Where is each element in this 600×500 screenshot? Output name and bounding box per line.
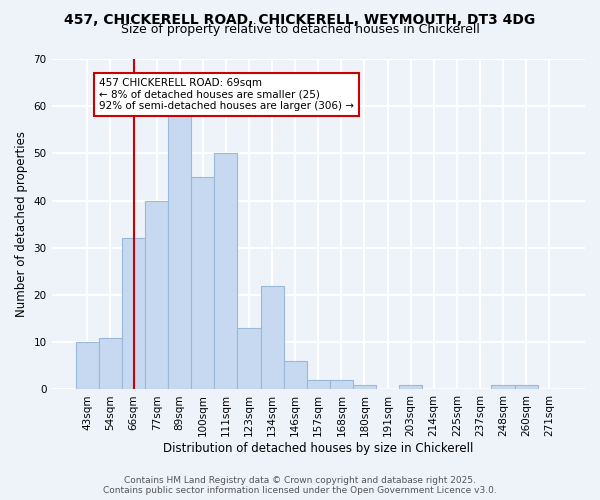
Bar <box>353 384 376 390</box>
Text: Contains HM Land Registry data © Crown copyright and database right 2025.
Contai: Contains HM Land Registry data © Crown c… <box>103 476 497 495</box>
Bar <box>168 116 191 390</box>
Bar <box>515 384 538 390</box>
Bar <box>145 200 168 390</box>
X-axis label: Distribution of detached houses by size in Chickerell: Distribution of detached houses by size … <box>163 442 473 455</box>
Bar <box>99 338 122 390</box>
Text: Size of property relative to detached houses in Chickerell: Size of property relative to detached ho… <box>121 22 479 36</box>
Text: 457 CHICKERELL ROAD: 69sqm
← 8% of detached houses are smaller (25)
92% of semi-: 457 CHICKERELL ROAD: 69sqm ← 8% of detac… <box>99 78 354 111</box>
Bar <box>307 380 330 390</box>
Bar <box>238 328 260 390</box>
Bar <box>214 154 238 390</box>
Bar <box>191 177 214 390</box>
Bar <box>122 238 145 390</box>
Bar <box>491 384 515 390</box>
Bar <box>260 286 284 390</box>
Bar <box>399 384 422 390</box>
Bar <box>76 342 99 390</box>
Y-axis label: Number of detached properties: Number of detached properties <box>15 131 28 317</box>
Bar <box>284 361 307 390</box>
Bar <box>330 380 353 390</box>
Text: 457, CHICKERELL ROAD, CHICKERELL, WEYMOUTH, DT3 4DG: 457, CHICKERELL ROAD, CHICKERELL, WEYMOU… <box>64 12 536 26</box>
